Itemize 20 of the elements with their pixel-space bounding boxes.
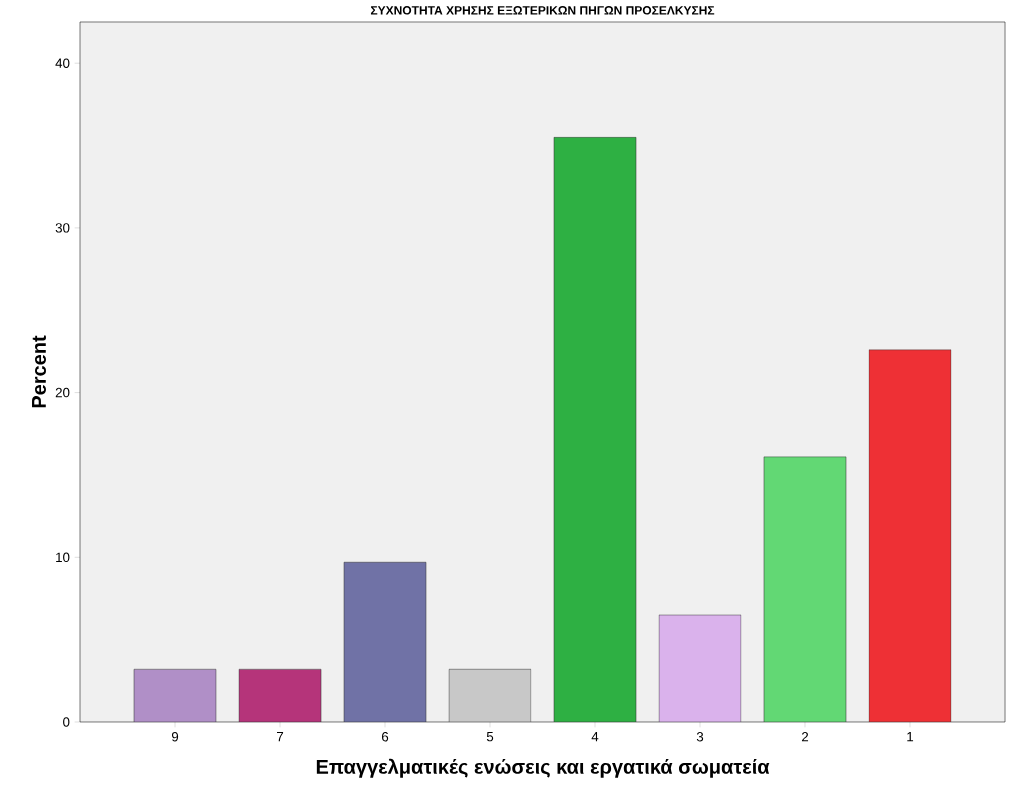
x-tick-label: 2 (801, 732, 809, 742)
x-tick-label: 6 (381, 732, 389, 742)
bar (868, 349, 952, 722)
bar (658, 614, 742, 722)
chart-title: ΣΥΧΝΟΤΗΤΑ ΧΡΗΣΗΣ ΕΞΩΤΕΡΙΚΩΝ ΠΗΓΩΝ ΠΡΟΣΕΛΚΥΣΗΣ (370, 6, 715, 15)
y-tick-label: 10 (56, 552, 70, 563)
x-tick-label: 9 (171, 732, 179, 742)
x-tick-label: 5 (486, 732, 494, 742)
x-tick-label: 4 (591, 732, 599, 742)
y-tick-label: 0 (63, 717, 70, 727)
x-tick-label: 7 (277, 732, 284, 742)
y-tick-label: 30 (55, 223, 70, 233)
y-axis-title: Percent (32, 335, 46, 408)
y-tick-label: 20 (55, 387, 70, 398)
y-tick-label: 40 (55, 58, 70, 68)
bar (553, 137, 637, 722)
x-tick-label: 1 (907, 732, 914, 742)
bar (763, 456, 847, 722)
x-tick-label: 3 (696, 732, 704, 742)
x-axis-title: Επαγγελματικές ενώσεις και εργατικά σωματεία (316, 758, 770, 778)
